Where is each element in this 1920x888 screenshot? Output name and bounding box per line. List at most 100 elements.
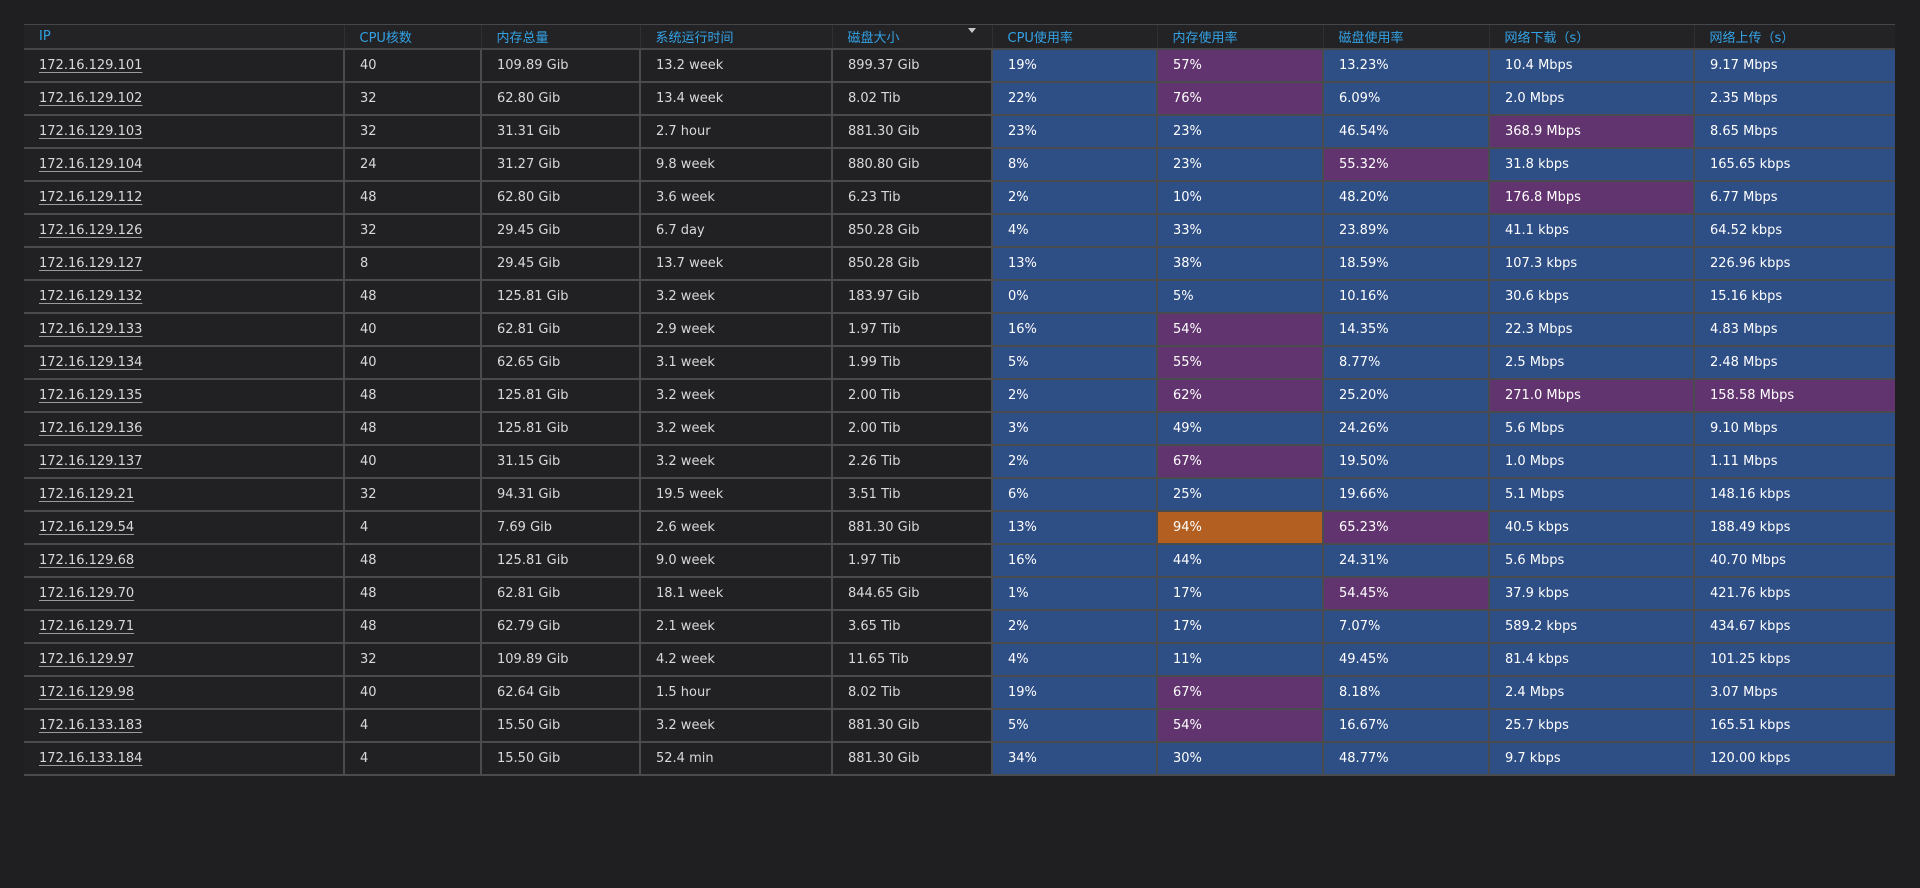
column-header-disk-usage[interactable]: 磁盘使用率 — [1322, 24, 1489, 50]
ip-cell: 172.16.133.183 — [24, 709, 344, 743]
ip-cell: 172.16.129.54 — [24, 511, 344, 545]
network-upload-cell: 8.65 Mbps — [1693, 115, 1895, 149]
memory-usage-cell: 49% — [1156, 412, 1323, 446]
uptime-cell: 13.7 week — [639, 247, 832, 281]
disk-size-cell: 1.97 Tib — [831, 544, 992, 578]
host-ip-link[interactable]: 172.16.133.184 — [39, 751, 143, 766]
host-ip-link[interactable]: 172.16.129.137 — [39, 454, 143, 469]
ip-cell: 172.16.129.101 — [24, 49, 344, 83]
network-download-cell: 31.8 kbps — [1488, 148, 1694, 182]
host-ip-link[interactable]: 172.16.129.97 — [39, 652, 135, 667]
memory-usage-cell: 33% — [1156, 214, 1323, 248]
memory-total-cell: 125.81 Gib — [480, 544, 640, 578]
uptime-cell: 3.2 week — [639, 280, 832, 314]
column-header-uptime[interactable]: 系统运行时间 — [639, 24, 832, 50]
disk-size-cell: 2.00 Tib — [831, 379, 992, 413]
host-ip-link[interactable]: 172.16.129.101 — [39, 58, 143, 73]
host-ip-link[interactable]: 172.16.129.54 — [39, 520, 135, 535]
host-ip-link[interactable]: 172.16.129.98 — [39, 685, 135, 700]
memory-usage-cell: 30% — [1156, 742, 1323, 776]
memory-usage-cell: 11% — [1156, 643, 1323, 677]
column-header-network-upload[interactable]: 网络上传（s） — [1693, 24, 1895, 50]
host-ip-link[interactable]: 172.16.129.127 — [39, 256, 143, 271]
table-row: 172.16.129.137 40 31.15 Gib 3.2 week 2.26 Ti… — [24, 445, 1895, 479]
host-ip-link[interactable]: 172.16.129.68 — [39, 553, 135, 568]
memory-usage-cell: 25% — [1156, 478, 1323, 512]
ip-cell: 172.16.129.127 — [24, 247, 344, 281]
column-header-cpu-usage[interactable]: CPU使用率 — [991, 24, 1157, 50]
memory-total-cell: 109.89 Gib — [480, 49, 640, 83]
network-upload-cell: 9.10 Mbps — [1693, 412, 1895, 446]
cpu-usage-cell: 13% — [991, 511, 1157, 545]
disk-usage-cell: 48.77% — [1322, 742, 1489, 776]
ip-cell: 172.16.129.133 — [24, 313, 344, 347]
host-ip-link[interactable]: 172.16.129.70 — [39, 586, 135, 601]
cpu-cores-cell: 32 — [343, 214, 481, 248]
host-ip-link[interactable]: 172.16.129.103 — [39, 124, 143, 139]
memory-total-cell: 31.15 Gib — [480, 445, 640, 479]
host-ip-link[interactable]: 172.16.129.135 — [39, 388, 143, 403]
uptime-cell: 52.4 min — [639, 742, 832, 776]
cpu-usage-cell: 6% — [991, 478, 1157, 512]
host-ip-link[interactable]: 172.16.129.134 — [39, 355, 143, 370]
memory-total-cell: 125.81 Gib — [480, 412, 640, 446]
network-upload-cell: 2.48 Mbps — [1693, 346, 1895, 380]
cpu-cores-cell: 40 — [343, 313, 481, 347]
memory-total-cell: 62.65 Gib — [480, 346, 640, 380]
column-header-cpu-cores[interactable]: CPU核数 — [343, 24, 481, 50]
uptime-cell: 3.1 week — [639, 346, 832, 380]
disk-usage-cell: 8.77% — [1322, 346, 1489, 380]
memory-total-cell: 29.45 Gib — [480, 247, 640, 281]
host-ip-link[interactable]: 172.16.129.136 — [39, 421, 143, 436]
disk-usage-cell: 46.54% — [1322, 115, 1489, 149]
disk-size-cell: 6.23 Tib — [831, 181, 992, 215]
cpu-cores-cell: 32 — [343, 115, 481, 149]
disk-usage-cell: 24.26% — [1322, 412, 1489, 446]
host-ip-link[interactable]: 172.16.129.104 — [39, 157, 143, 172]
host-ip-link[interactable]: 172.16.129.21 — [39, 487, 135, 502]
ip-cell: 172.16.129.137 — [24, 445, 344, 479]
network-download-cell: 5.1 Mbps — [1488, 478, 1694, 512]
column-header-memory-total[interactable]: 内存总量 — [480, 24, 640, 50]
disk-usage-cell: 24.31% — [1322, 544, 1489, 578]
disk-usage-cell: 19.66% — [1322, 478, 1489, 512]
memory-usage-cell: 55% — [1156, 346, 1323, 380]
host-ip-link[interactable]: 172.16.129.112 — [39, 190, 143, 205]
column-header-network-download[interactable]: 网络下载（s） — [1488, 24, 1694, 50]
cpu-usage-cell: 2% — [991, 379, 1157, 413]
network-upload-cell: 165.65 kbps — [1693, 148, 1895, 182]
cpu-usage-cell: 2% — [991, 181, 1157, 215]
host-metrics-table: IP CPU核数 内存总量 系统运行时间 磁盘大小 CPU使用率 内存使用率 磁… — [24, 24, 1895, 776]
cpu-cores-cell: 40 — [343, 676, 481, 710]
network-upload-cell: 188.49 kbps — [1693, 511, 1895, 545]
network-upload-cell: 1.11 Mbps — [1693, 445, 1895, 479]
network-download-cell: 41.1 kbps — [1488, 214, 1694, 248]
host-ip-link[interactable]: 172.16.129.126 — [39, 223, 143, 238]
host-ip-link[interactable]: 172.16.129.71 — [39, 619, 135, 634]
cpu-usage-cell: 19% — [991, 49, 1157, 83]
host-ip-link[interactable]: 172.16.129.132 — [39, 289, 143, 304]
ip-cell: 172.16.129.135 — [24, 379, 344, 413]
network-download-cell: 40.5 kbps — [1488, 511, 1694, 545]
memory-usage-cell: 38% — [1156, 247, 1323, 281]
uptime-cell: 9.8 week — [639, 148, 832, 182]
cpu-usage-cell: 16% — [991, 313, 1157, 347]
ip-cell: 172.16.129.102 — [24, 82, 344, 116]
memory-total-cell: 15.50 Gib — [480, 742, 640, 776]
memory-total-cell: 29.45 Gib — [480, 214, 640, 248]
column-header-memory-usage[interactable]: 内存使用率 — [1156, 24, 1323, 50]
table-row: 172.16.129.54 4 7.69 Gib 2.6 week 881.30 Gib… — [24, 511, 1895, 545]
table-row: 172.16.129.101 40 109.89 Gib 13.2 week 899.3… — [24, 49, 1895, 83]
disk-usage-cell: 8.18% — [1322, 676, 1489, 710]
host-ip-link[interactable]: 172.16.129.133 — [39, 322, 143, 337]
column-header-disk-size[interactable]: 磁盘大小 — [831, 24, 992, 50]
cpu-usage-cell: 4% — [991, 214, 1157, 248]
host-ip-link[interactable]: 172.16.133.183 — [39, 718, 143, 733]
network-upload-cell: 101.25 kbps — [1693, 643, 1895, 677]
network-download-cell: 2.5 Mbps — [1488, 346, 1694, 380]
column-header-ip[interactable]: IP — [24, 24, 344, 50]
host-ip-link[interactable]: 172.16.129.102 — [39, 91, 143, 106]
table-row: 172.16.133.184 4 15.50 Gib 52.4 min 881.30 G… — [24, 742, 1895, 776]
network-download-cell: 5.6 Mbps — [1488, 544, 1694, 578]
memory-total-cell: 31.31 Gib — [480, 115, 640, 149]
